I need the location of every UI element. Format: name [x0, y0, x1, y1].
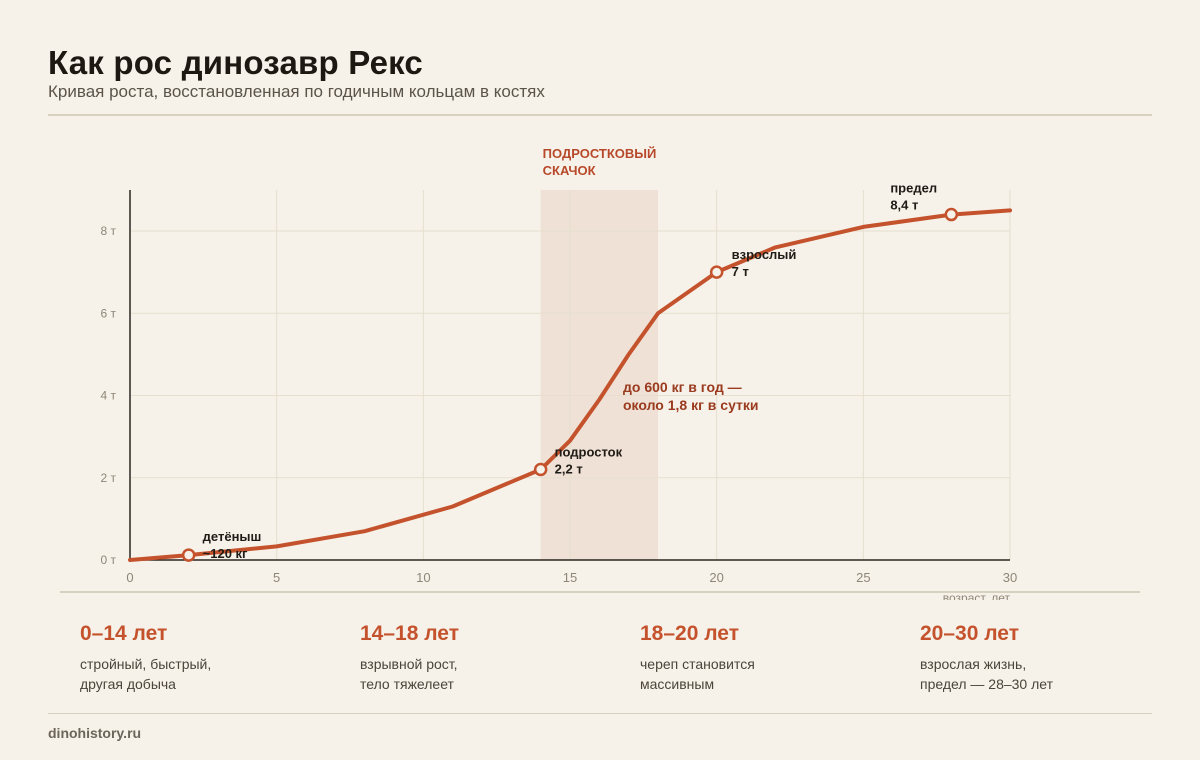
- stage-card: 0–14 лет стройный, быстрый, другая добыч…: [80, 622, 340, 694]
- annotation-label: 7 т: [732, 264, 749, 279]
- grid-layer: [130, 190, 1011, 560]
- footer-divider: [48, 713, 1152, 714]
- annotation-label: подросток: [555, 445, 623, 460]
- annotation-label: ~120 кг: [203, 546, 248, 561]
- x-tick-label: 15: [563, 570, 577, 585]
- stage-age: 14–18 лет: [360, 622, 459, 645]
- stage-desc-line: предел — 28–30 лет: [920, 676, 1054, 692]
- y-tick-label: 8 т: [100, 224, 116, 238]
- source-link[interactable]: dinohistory.ru: [48, 725, 142, 741]
- axis-layer: 0 т 2 т 4 т 6 т 8 т 0 5 10 15 20 25 30 возраст, лет: [100, 190, 1017, 600]
- series-layer: [128, 208, 1012, 562]
- annotation-label: 8,4 т: [890, 198, 918, 213]
- x-tick-label: 10: [416, 570, 430, 585]
- data-point-marker: [533, 462, 548, 477]
- x-tick-label: 20: [709, 570, 723, 585]
- stage-desc-line: стройный, быстрый,: [80, 656, 212, 672]
- y-tick-label: 6 т: [100, 306, 116, 320]
- y-tick-label: 4 т: [100, 389, 116, 403]
- growth-rate-note: около 1,8 кг в сутки: [623, 397, 759, 413]
- stage-description: череп становится массивным: [640, 654, 900, 694]
- data-point-marker: [709, 265, 724, 279]
- highlight-band: [540, 190, 658, 560]
- stage-age: 0–14 лет: [80, 622, 168, 645]
- annotation-label: детёныш: [203, 529, 262, 544]
- annotation-layer: детёныш ~120 кг подросток 2,2 т взрослый 7 т п…: [181, 181, 959, 562]
- stage-card: 14–18 лет взрывной рост, тело тяжелеет: [360, 622, 620, 694]
- highlight-band-layer: ПОДРОСТКОВЫЙ СКАЧОК: [540, 146, 658, 560]
- x-tick-label: 0: [126, 570, 133, 585]
- stage-desc-line: тело тяжелеет: [360, 676, 454, 692]
- stage-age: 20–30 лет: [920, 622, 1019, 645]
- header-divider: [48, 114, 1152, 116]
- chart-divider: [60, 591, 1140, 593]
- stage-card: 18–20 лет череп становится массивным: [640, 622, 900, 694]
- stage-card: 20–30 лет взрослая жизнь, предел — 28–30…: [920, 622, 1180, 694]
- stage-desc-line: череп становится: [640, 656, 755, 672]
- x-tick-label: 30: [1003, 570, 1017, 585]
- annotation-label: взрослый: [732, 247, 797, 262]
- x-tick-label: 25: [856, 570, 870, 585]
- stage-age: 18–20 лет: [640, 622, 739, 645]
- page-title: Как рос динозавр Рекс: [48, 44, 423, 81]
- y-tick-label: 0 т: [100, 553, 116, 567]
- stage-description: стройный, быстрый, другая добыча: [80, 654, 340, 694]
- band-label: ПОДРОСТКОВЫЙ: [543, 146, 657, 161]
- stage-desc-line: массивным: [640, 676, 715, 692]
- stage-desc-line: взрывной рост,: [360, 656, 458, 672]
- growth-chart: ПОДРОСТКОВЫЙ СКАЧОК 0 т 2 т 4 т 6 т 8 т 0 5 10 15…: [100, 146, 1017, 600]
- data-point-marker: [944, 207, 959, 222]
- annotation-label: предел: [890, 181, 937, 196]
- band-label: СКАЧОК: [543, 163, 596, 178]
- growth-rate-note: до 600 кг в год —: [623, 379, 742, 395]
- stage-description: взрывной рост, тело тяжелеет: [360, 654, 620, 694]
- stage-desc-line: взрослая жизнь,: [920, 656, 1027, 672]
- growth-curve: [128, 208, 1012, 562]
- x-axis-label: возраст, лет: [943, 591, 1011, 600]
- annotation-label: 2,2 т: [555, 462, 583, 477]
- stage-description: взрослая жизнь, предел — 28–30 лет: [920, 654, 1180, 694]
- data-point-marker: [181, 548, 196, 562]
- stage-desc-line: другая добыча: [80, 676, 176, 692]
- x-tick-label: 5: [273, 570, 280, 585]
- page-subtitle: Кривая роста, восстановленная по годичны…: [48, 82, 545, 101]
- y-tick-label: 2 т: [100, 471, 116, 485]
